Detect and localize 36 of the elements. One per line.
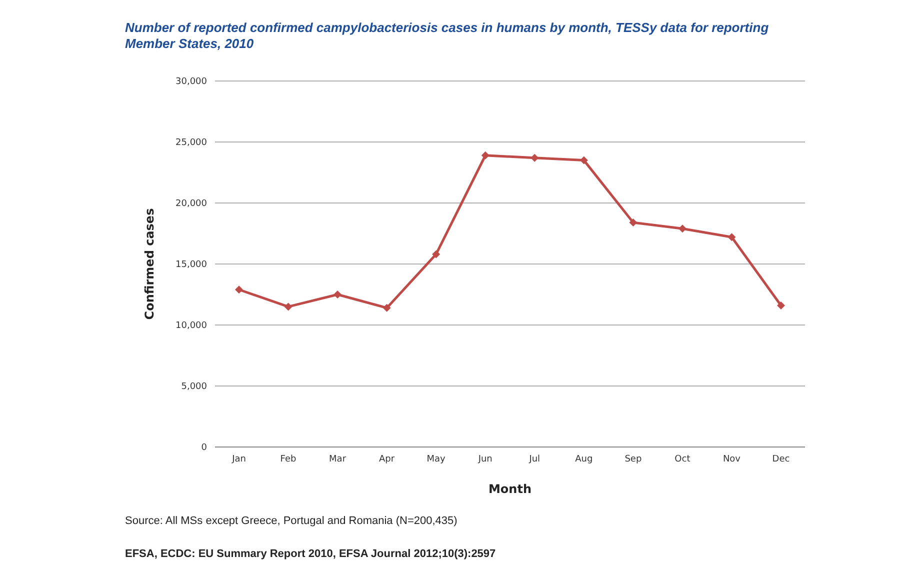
point xyxy=(334,290,342,298)
x-tick-label: Feb xyxy=(280,454,297,464)
x-tick-label: Aug xyxy=(575,454,593,464)
y-tick-label: 25,000 xyxy=(176,138,208,148)
x-axis-title: Month xyxy=(488,482,532,496)
x-tick-label: Jan xyxy=(231,454,246,464)
x-tick-label: Jul xyxy=(528,454,540,464)
y-tick-label: 0 xyxy=(201,443,208,454)
x-tick-label: Oct xyxy=(674,454,691,464)
y-tick-label: 20,000 xyxy=(176,199,208,210)
x-tick-label: Sep xyxy=(624,454,642,464)
point xyxy=(284,302,292,311)
point xyxy=(481,151,490,160)
y-tick-label: 30,000 xyxy=(176,77,208,88)
point xyxy=(432,250,440,258)
point xyxy=(678,224,686,233)
point xyxy=(530,154,539,162)
point xyxy=(382,304,391,312)
point xyxy=(629,218,638,227)
text: EFSA, ECDC: EU Summary Report 2010, EFSA Journal 2012;10(3):2597 xyxy=(125,548,496,560)
y-tick-label: 5,000 xyxy=(181,382,208,392)
point xyxy=(235,286,243,294)
y-tick-label: 10,000 xyxy=(176,321,208,332)
point xyxy=(580,156,588,164)
x-tick-label: Mar xyxy=(329,454,346,464)
source-note: Source: All MSs except Greece, Portugal and Romania (N=200,435) xyxy=(125,515,458,527)
point xyxy=(777,301,785,310)
x-tick-label: Dec xyxy=(772,454,790,464)
point xyxy=(728,233,736,242)
x-tick-label: Nov xyxy=(722,454,742,464)
chart-title: Number of reported confirmed campylobacteriosis cases in humans by month, TESSy data for reporting Member States, 2010 xyxy=(125,20,770,52)
x-tick-label: Jun xyxy=(477,454,492,464)
y-tick-label: 15,000 xyxy=(176,260,208,270)
x-tick-label: Apr xyxy=(379,454,395,464)
x-tick-label: May xyxy=(426,454,446,464)
y-axis-title: Confirmed cases xyxy=(142,208,156,320)
